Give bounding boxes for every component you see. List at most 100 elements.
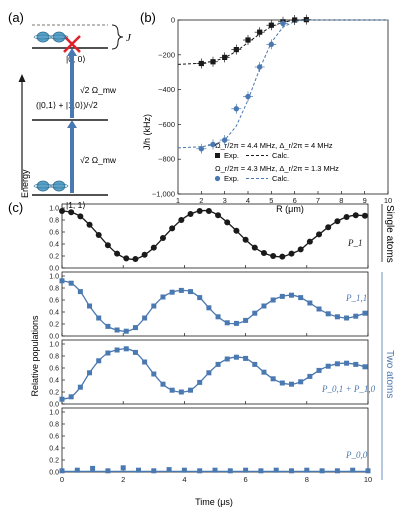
panel-c-point [178, 389, 184, 395]
two-atoms-label: Two atoms [384, 350, 395, 398]
panel-c-point [142, 315, 148, 321]
panel-c-ytick-label: 0.2 [49, 254, 59, 261]
panel-b-point-blue [280, 20, 286, 27]
panel-c-point [306, 238, 313, 245]
panel-b-xtick-label: 7 [316, 196, 320, 205]
panel-b-ytick-label: −1,000 [152, 190, 175, 199]
panel-b-xtick-label: 2 [199, 196, 203, 205]
panel-b-ytick-label: −400 [158, 85, 175, 94]
panel-b-xtick-label: 9 [363, 196, 367, 205]
panel-c-point [233, 227, 240, 234]
panel-c-point [252, 361, 258, 367]
coupling-label-upper: √2 Ω_mw [80, 85, 117, 95]
panel-c-series-label-0: P_1 [347, 238, 363, 248]
panel-c-ytick-label: 0.0 [49, 470, 59, 477]
panel-b-xtick-label: 5 [269, 196, 273, 205]
panel-c-point [206, 305, 212, 311]
panel-c-point [132, 349, 138, 355]
panel-c-point [307, 300, 313, 306]
panel-b-point-black [233, 46, 239, 53]
panel-b-point-black [245, 37, 251, 43]
panel-c-series-label-2: P_0,1 + P_1,0 [321, 384, 376, 394]
panel-c-ytick-label: 1.0 [49, 274, 59, 281]
panel-c-point [325, 363, 331, 369]
panel-c-point [68, 394, 74, 400]
panel-c-ytick-label: 0.8 [49, 218, 59, 225]
panel-b-point-black [268, 22, 274, 28]
panel-c-point [316, 367, 322, 373]
panel-c-point [169, 289, 175, 295]
legend-black-calc: Calc. [272, 151, 289, 160]
level-top-label: |0, 0⟩ [66, 54, 86, 64]
single-atoms-label: Single atoms [384, 205, 395, 263]
energy-label: Energy [20, 169, 30, 198]
panel-c-series-label-1: P_1,1 [345, 293, 367, 303]
panel-c-point [316, 231, 323, 238]
panel-c-label: (c) [8, 200, 23, 215]
panel-b-point-blue [268, 41, 275, 48]
panel-c-point [123, 255, 130, 262]
panel-c-point [196, 208, 203, 214]
panel-c-ytick-label: 0.6 [49, 366, 59, 373]
panel-c-xtick-label: 8 [305, 475, 309, 484]
panel-c-point [59, 396, 65, 402]
panel-c-fit-curve-0 [61, 209, 365, 260]
panel-c-point [114, 327, 120, 333]
panel-b-point-blue [210, 141, 216, 148]
panel-c-point [77, 384, 83, 390]
panel-c-point [104, 242, 111, 249]
panel-c-point [188, 289, 194, 295]
panel-c-point [261, 369, 267, 375]
panel-c-xtick-label: 2 [121, 475, 125, 484]
panel-c-point [151, 371, 157, 377]
panel-c-point [279, 253, 286, 260]
panel-c-point [215, 212, 222, 219]
coupling-label-lower: √2 Ω_mw [80, 155, 117, 165]
panel-c-point [141, 251, 148, 258]
j-brace-icon [111, 24, 124, 50]
panel-c-point [242, 236, 249, 243]
panel-c-point [243, 317, 249, 323]
panel-b-point-blue [256, 64, 263, 70]
legend-blue-exp: Exp. [224, 174, 239, 183]
panel-c-frame-2 [61, 339, 369, 405]
panel-b-xlabel: R (μm) [276, 204, 304, 214]
panel-c-point [96, 315, 102, 321]
panel-c-point [227, 468, 233, 474]
panel-b-point-black [210, 59, 216, 65]
panel-c-ytick-label: 1.0 [49, 410, 59, 417]
panel-c-point [258, 468, 264, 474]
panel-c-ytick-label: 0.8 [49, 354, 59, 361]
panel-c-point [188, 387, 194, 393]
panel-b-xtick-label: 4 [246, 196, 250, 205]
panel-c-xtick-label: 10 [364, 475, 372, 484]
panel-c-point [74, 467, 80, 473]
panel-c-point [105, 323, 111, 329]
legend-blue-calc: Calc. [272, 174, 289, 183]
panel-b-ytick-label: −800 [158, 155, 175, 164]
panel-c-point [233, 320, 239, 326]
panel-c-point [197, 379, 203, 385]
panel-c-point [319, 468, 325, 474]
panel-b-xtick-label: 3 [223, 196, 227, 205]
panel-c-point [298, 295, 304, 301]
panel-c-point [362, 310, 368, 316]
panel-c-point [187, 211, 194, 217]
panel-c-point [270, 253, 277, 259]
panel-c-axes: 0.00.20.40.60.81.00.00.20.40.60.81.00.00… [49, 203, 372, 484]
panel-c-fit-curve-1 [61, 280, 366, 332]
panel-c-point [215, 361, 221, 367]
panel-c-point [114, 347, 120, 353]
panel-c-point [123, 328, 129, 334]
panel-c-point [159, 235, 166, 241]
panel-b-data [177, 14, 388, 154]
panel-c-ytick-label: 0.6 [49, 434, 59, 441]
panel-c-point [343, 214, 350, 220]
panel-c-ytick-label: 0.4 [49, 310, 59, 317]
panel-c-ytick-label: 0.2 [49, 322, 59, 329]
panel-c-point [178, 287, 184, 293]
panel-c-point [270, 297, 276, 303]
panel-c-frame-3 [61, 407, 369, 473]
panel-c-xtick-label: 4 [182, 475, 186, 484]
panel-c-point [151, 468, 157, 474]
